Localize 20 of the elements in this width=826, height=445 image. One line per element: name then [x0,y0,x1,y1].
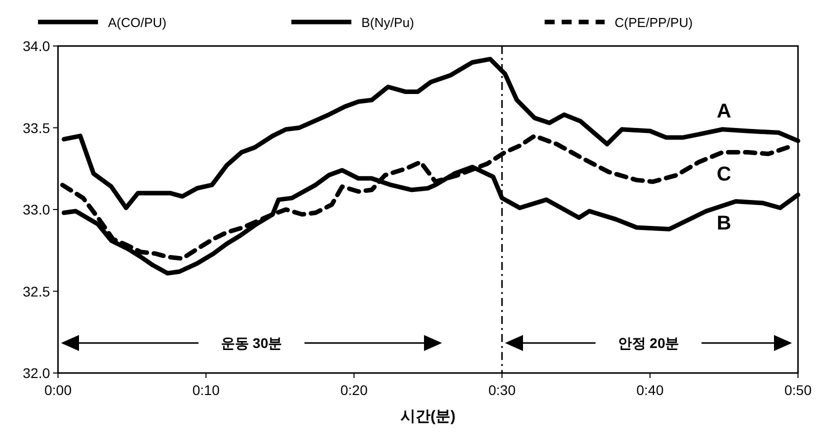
annotation: A [716,100,732,122]
x-tick-label: 0:50 [784,382,812,398]
legend-label: C(PE/PP/PU) [614,15,693,30]
annotation: B [716,212,732,234]
y-tick-label: 32.0 [22,365,50,381]
x-tick-label: 0:30 [488,382,516,398]
annotation: 운동 30분 [220,335,282,351]
y-tick-label: 34.0 [22,38,50,54]
x-tick-label: 0:00 [44,382,72,398]
x-axis-title: 시간(분) [400,408,456,425]
annotation: 안정 20분 [618,335,680,351]
y-tick-label: 33.0 [22,202,50,218]
legend-label: B(Ny/Pu) [361,15,414,30]
x-tick-label: 0:40 [636,382,664,398]
x-tick-label: 0:20 [340,382,368,398]
legend-label: A(CO/PU) [108,15,166,30]
annotation: C [716,163,732,186]
y-tick-label: 32.5 [22,283,50,300]
x-tick-label: 0:10 [192,382,220,398]
y-tick-label: 33.5 [22,120,50,136]
